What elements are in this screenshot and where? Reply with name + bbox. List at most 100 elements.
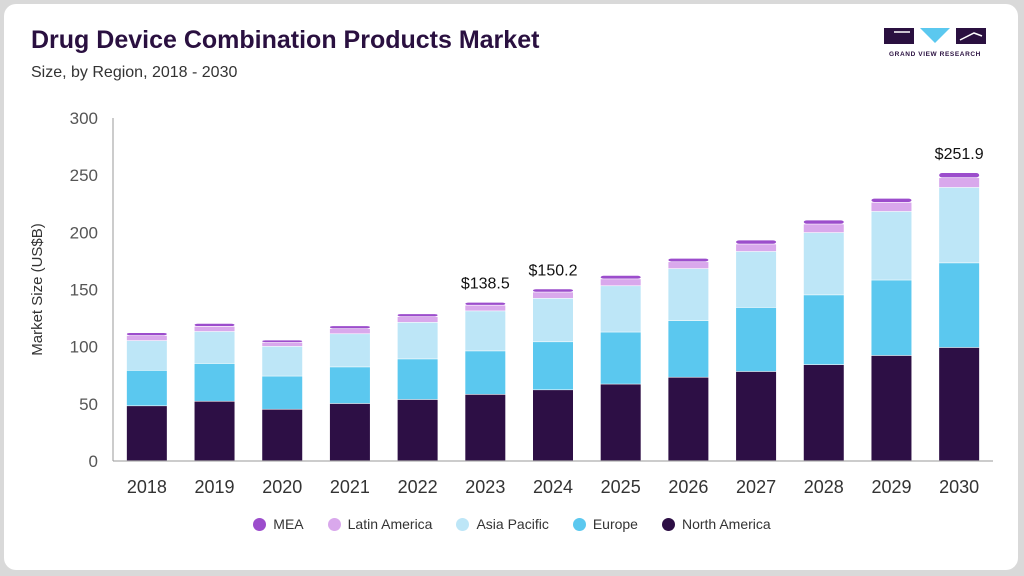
bar-segment-latin-america (126, 335, 167, 341)
y-tick-label: 250 (70, 166, 98, 185)
data-label: $150.2 (529, 262, 578, 279)
chart-subtitle: Size, by Region, 2018 - 2030 (31, 64, 238, 81)
bar-segment-mea (600, 275, 641, 279)
y-tick-label: 300 (70, 109, 98, 128)
bar-segment-mea (871, 198, 912, 203)
x-tick-label: 2024 (533, 477, 573, 497)
y-tick-label: 200 (70, 223, 98, 242)
bar-segment-asia-pacific (533, 298, 573, 342)
bar-segment-asia-pacific (668, 268, 709, 321)
bar-segment-mea (736, 240, 777, 244)
x-tick-label: 2026 (668, 477, 708, 497)
bar-segment-asia-pacific (803, 232, 844, 295)
legend-item: Latin America (327, 516, 433, 532)
legend-item: Europe (572, 516, 638, 532)
bar-segment-europe (939, 263, 980, 348)
bar-segment-latin-america (329, 328, 370, 334)
bar-segment-mea (329, 326, 370, 329)
bar-segment-latin-america (465, 305, 506, 311)
bar-segment-mea (126, 332, 167, 336)
bar-segment-europe (329, 367, 370, 404)
bar-segment-mea (194, 323, 235, 327)
bar-segment-north-america (600, 384, 641, 461)
bar-segment-north-america (939, 347, 980, 461)
bar-segment-latin-america (939, 178, 980, 188)
bar-segment-latin-america (600, 279, 641, 286)
bar-segment-north-america (533, 390, 573, 461)
legend-swatch (572, 517, 586, 531)
x-tick-label: 2019 (195, 477, 235, 497)
y-tick-label: 150 (70, 281, 98, 300)
y-axis-label: Market Size (US$B) (29, 223, 46, 356)
legend-item: Asia Pacific (456, 516, 549, 532)
legend-swatch (661, 517, 675, 531)
x-tick-label: 2025 (601, 477, 641, 497)
bar-segment-asia-pacific (126, 340, 167, 371)
bar-segment-north-america (803, 364, 844, 461)
bar-segment-mea (465, 302, 506, 305)
bar-segment-mea (939, 172, 980, 178)
chart-legend: MEA Latin America Asia Pacific Europe North … (0, 516, 1024, 532)
x-tick-label: 2029 (871, 477, 911, 497)
x-tick-label: 2020 (262, 477, 302, 497)
data-label: $138.5 (461, 276, 510, 293)
bar-segment-mea (803, 220, 844, 224)
bar-segment-asia-pacific (397, 322, 438, 359)
bar-segment-europe (871, 280, 912, 356)
bar-segment-north-america (871, 355, 912, 461)
bar-segment-asia-pacific (329, 334, 370, 367)
bar-segment-north-america (329, 403, 370, 461)
bar-segment-asia-pacific (262, 346, 303, 376)
bar-segment-latin-america (262, 342, 303, 347)
x-tick-label: 2022 (398, 477, 438, 497)
bar-segment-europe (194, 363, 235, 401)
y-tick-label: 0 (89, 452, 98, 471)
bar-segment-europe (126, 370, 167, 406)
y-tick-label: 100 (70, 338, 98, 357)
bar-segment-asia-pacific (465, 311, 506, 351)
bar-segment-latin-america (533, 292, 573, 299)
x-tick-label: 2027 (736, 477, 776, 497)
legend-label: North America (681, 516, 771, 532)
bar-segment-europe (397, 359, 438, 400)
legend-swatch (456, 517, 470, 531)
bar-segment-europe (533, 342, 573, 390)
bar-segment-asia-pacific (736, 251, 777, 308)
bar-segment-north-america (194, 401, 235, 461)
x-tick-label: 2018 (127, 477, 167, 497)
bar-segment-europe (465, 351, 506, 395)
bar-segment-mea (668, 258, 709, 262)
bar-segment-latin-america (871, 202, 912, 212)
bar-segment-north-america (397, 399, 438, 461)
bar-segment-latin-america (397, 316, 438, 323)
bar-segment-latin-america (194, 326, 235, 332)
data-label: $251.9 (935, 146, 984, 163)
chart-card (4, 4, 1018, 570)
bar-segment-mea (262, 340, 303, 343)
bar-segment-mea (397, 314, 438, 317)
bar-segment-north-america (668, 377, 709, 461)
y-tick-label: 50 (79, 395, 98, 414)
bar-segment-north-america (126, 406, 167, 461)
bar-segment-europe (736, 307, 777, 372)
bar-segment-europe (262, 376, 303, 409)
legend-label: Asia Pacific (476, 516, 549, 532)
bar-segment-europe (803, 295, 844, 365)
x-tick-label: 2023 (465, 477, 505, 497)
bar-segment-mea (533, 289, 573, 292)
legend-swatch (327, 517, 341, 531)
grand-view-research-logo (884, 28, 986, 44)
legend-label: Europe (592, 516, 638, 532)
legend-label: MEA (273, 516, 304, 532)
x-tick-label: 2021 (330, 477, 370, 497)
legend-item: North America (661, 516, 771, 532)
bar-segment-latin-america (736, 244, 777, 252)
chart-title: Drug Device Combination Products Market (31, 26, 540, 54)
legend-item: MEA (253, 516, 304, 532)
bar-segment-latin-america (803, 224, 844, 233)
bar-segment-europe (668, 320, 709, 377)
bar-segment-latin-america (668, 262, 709, 269)
bar-segment-north-america (736, 371, 777, 461)
legend-label: Latin America (347, 516, 433, 532)
